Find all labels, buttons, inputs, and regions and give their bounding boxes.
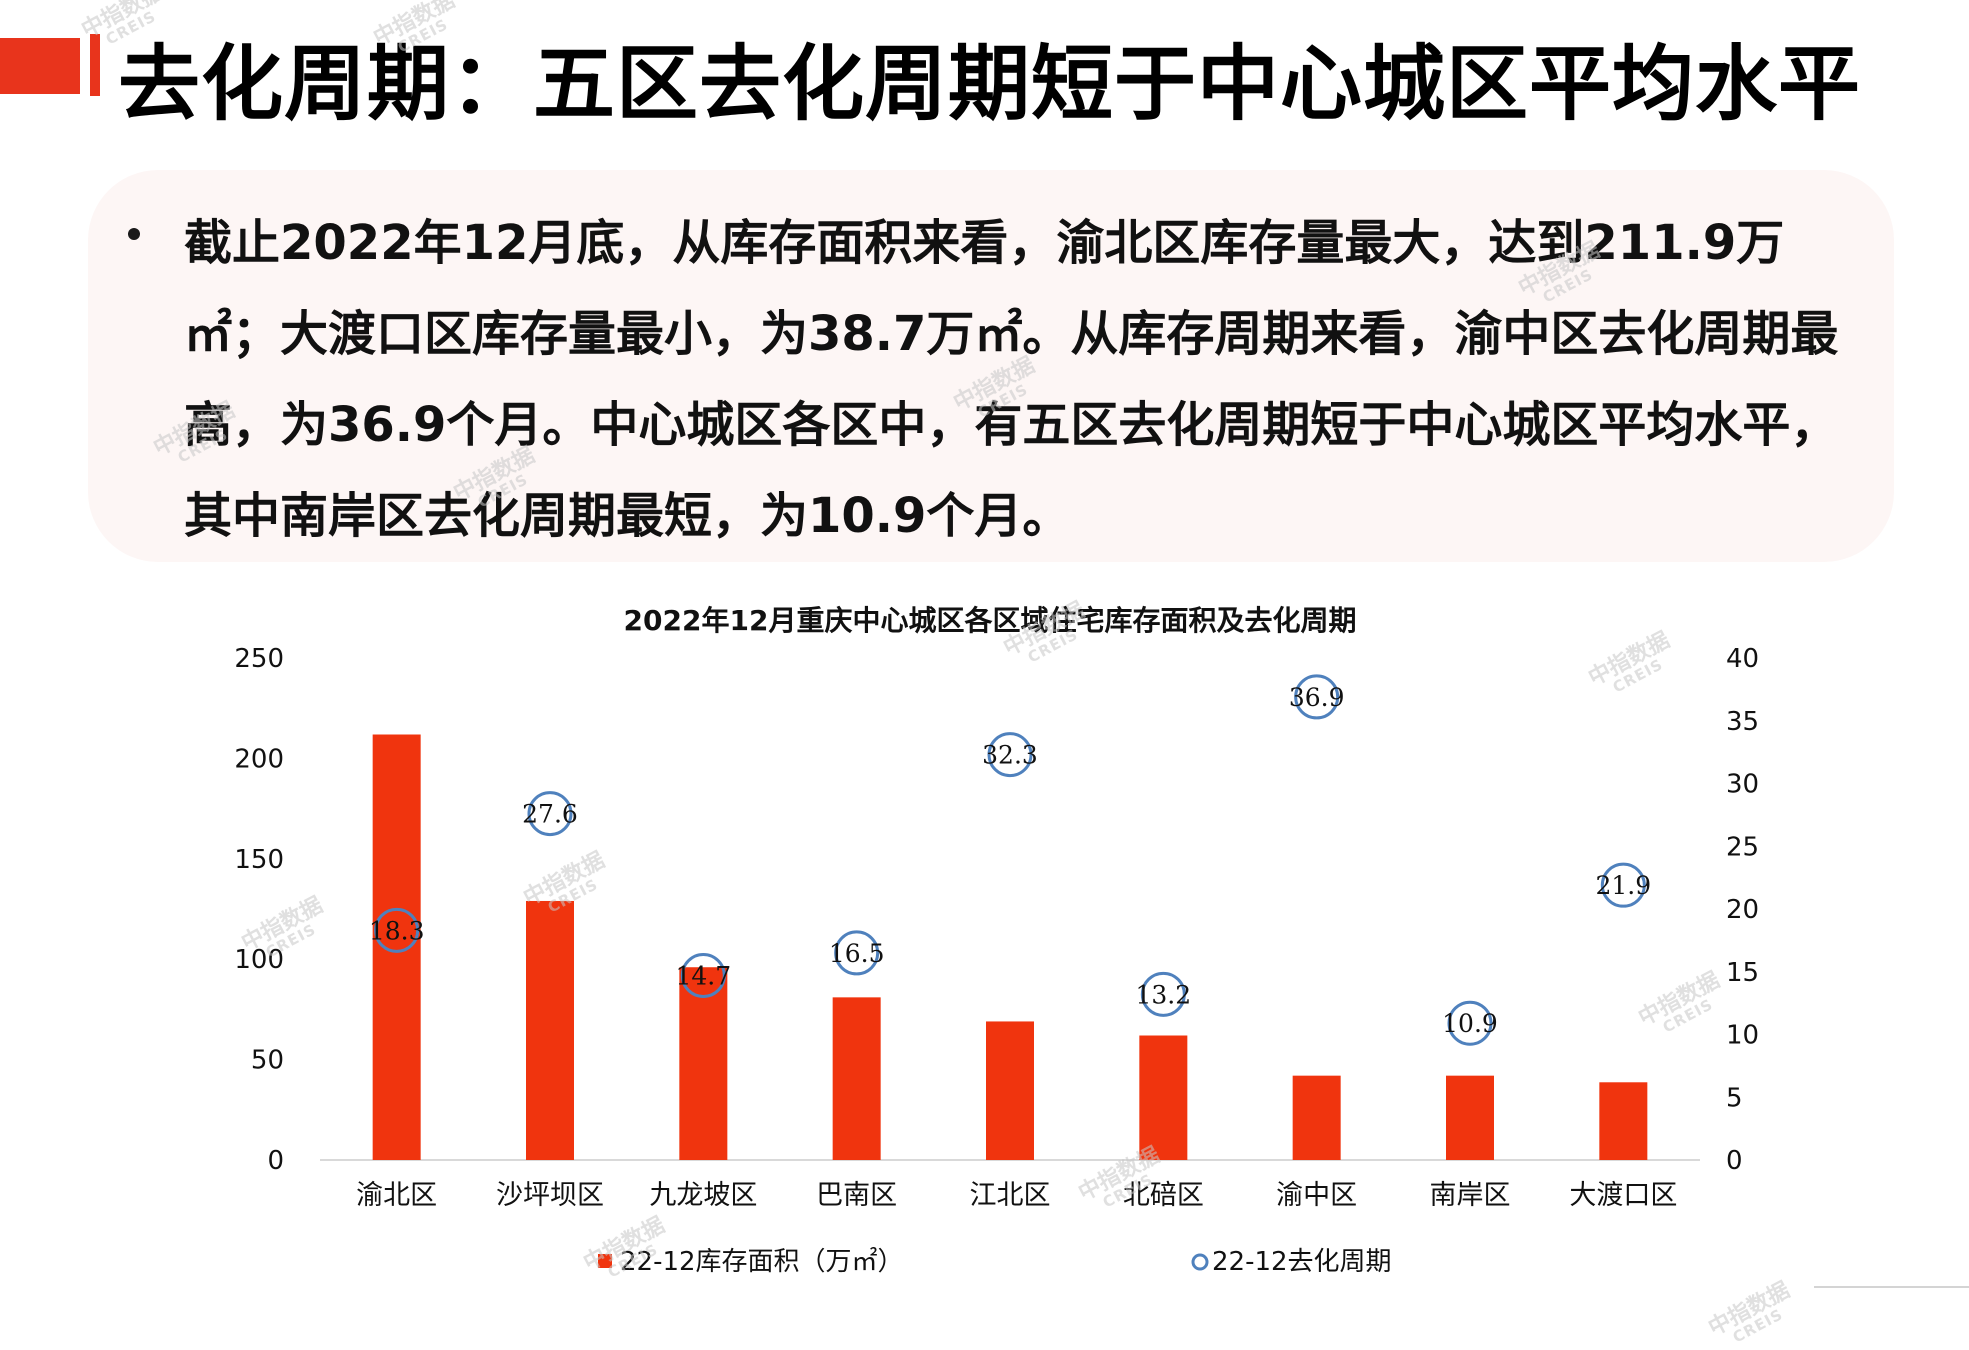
y-right-tick-label: 25 bbox=[1726, 832, 1759, 862]
point-marker bbox=[1600, 862, 1646, 908]
y-right-tick-label: 30 bbox=[1726, 770, 1759, 800]
y-right-tick-label: 40 bbox=[1726, 644, 1759, 674]
bar bbox=[986, 1021, 1034, 1160]
y-right-tick-label: 20 bbox=[1726, 895, 1759, 925]
summary-text: 截止2022年12月底，从库存面积来看，渝北区库存量最大，达到211.9万㎡；大… bbox=[184, 215, 1839, 544]
y-right-tick-label: 0 bbox=[1726, 1146, 1743, 1176]
x-tick-label: 大渡口区 bbox=[1569, 1180, 1677, 1211]
data-label: 18.3 bbox=[369, 916, 425, 945]
data-label: 36.9 bbox=[1289, 683, 1345, 712]
chart-canvas: 2022年12月重庆中心城区各区域住宅库存面积及去化周期050100150200… bbox=[234, 604, 1759, 1277]
data-label: 13.2 bbox=[1135, 980, 1191, 1009]
bar bbox=[526, 900, 574, 1160]
inventory-chart: 2022年12月重庆中心城区各区域住宅库存面积及去化周期 0 50 100 150 200… bbox=[0, 590, 1969, 1330]
x-tick-label: 江北区 bbox=[970, 1180, 1051, 1211]
x-tick-label: 渝中区 bbox=[1276, 1180, 1357, 1211]
bar bbox=[1139, 1035, 1188, 1160]
chart-title: 2022年12月重庆中心城区各区域住宅库存面积及去化周期 bbox=[624, 604, 1357, 637]
data-label: 16.5 bbox=[829, 939, 885, 968]
data-label: 21.9 bbox=[1595, 871, 1651, 900]
y-left-tick-label: 50 bbox=[251, 1046, 284, 1076]
data-label: 32.3 bbox=[982, 741, 1038, 770]
bar bbox=[679, 967, 728, 1160]
title-accent-bar bbox=[90, 34, 100, 96]
page-title: 去化周期：五区去化周期短于中心城区平均水平 bbox=[118, 37, 1862, 132]
square-marker-icon bbox=[598, 1254, 612, 1268]
summary-panel bbox=[88, 170, 1894, 562]
legend-label: 22-12去化周期 bbox=[1212, 1247, 1392, 1277]
y-right-tick-label: 35 bbox=[1726, 707, 1759, 737]
data-label: 27.6 bbox=[522, 800, 578, 829]
bullet-dot-icon bbox=[128, 228, 140, 240]
y-left-tick-label: 150 bbox=[234, 845, 284, 875]
point-marker bbox=[527, 791, 573, 837]
y-left-tick-label: 100 bbox=[234, 945, 284, 975]
x-tick-label: 九龙坡区 bbox=[649, 1180, 757, 1211]
point-marker bbox=[1140, 971, 1186, 1017]
point-marker bbox=[374, 907, 420, 953]
x-tick-label: 南岸区 bbox=[1430, 1180, 1511, 1211]
point-marker bbox=[987, 732, 1033, 778]
point-marker bbox=[680, 953, 726, 999]
bar bbox=[1446, 1075, 1494, 1160]
x-tick-label: 沙坪坝区 bbox=[496, 1180, 604, 1211]
x-tick-label: 北碚区 bbox=[1123, 1180, 1204, 1211]
circle-marker-icon bbox=[1191, 1253, 1209, 1271]
point-marker bbox=[834, 930, 880, 976]
legend-label: 22-12库存面积（万㎡） bbox=[620, 1247, 904, 1277]
point-marker bbox=[1294, 674, 1340, 720]
bar bbox=[1292, 1075, 1341, 1160]
title-accent-block bbox=[0, 38, 80, 94]
point-marker bbox=[1447, 1000, 1493, 1046]
x-tick-label: 渝北区 bbox=[356, 1180, 437, 1211]
bar bbox=[832, 997, 881, 1160]
y-left-tick-label: 200 bbox=[234, 744, 284, 774]
bar bbox=[1599, 1082, 1648, 1160]
data-label: 14.7 bbox=[675, 962, 731, 991]
footer-divider bbox=[1814, 1286, 1969, 1288]
data-label: 10.9 bbox=[1442, 1009, 1498, 1038]
y-left-tick-label: 0 bbox=[267, 1146, 284, 1176]
x-tick-label: 巴南区 bbox=[816, 1180, 897, 1211]
y-left-tick-label: 250 bbox=[234, 644, 284, 674]
y-right-tick-label: 10 bbox=[1726, 1021, 1759, 1051]
y-right-tick-label: 5 bbox=[1726, 1083, 1743, 1113]
bar bbox=[372, 734, 421, 1160]
y-right-tick-label: 15 bbox=[1726, 958, 1759, 988]
